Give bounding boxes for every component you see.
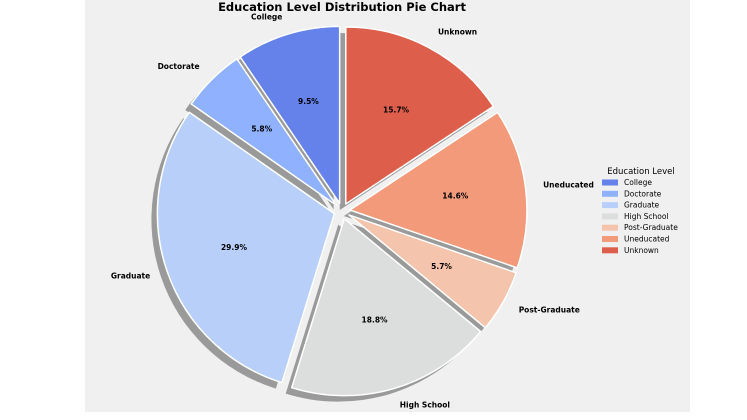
- slice-percent-college: 9.5%: [298, 97, 319, 106]
- legend-label-high-school: High School: [624, 212, 669, 221]
- slice-label-unknown: Unknown: [438, 27, 477, 36]
- legend-swatch-graduate: [602, 202, 618, 209]
- pie-slice-doctorate: [190, 58, 338, 207]
- slice-label-graduate: Graduate: [111, 272, 150, 281]
- slice-label-uneducated: Uneducated: [543, 181, 594, 190]
- legend-label-unknown: Unknown: [624, 246, 659, 255]
- slice-labels: College 9.5% Doctorate 5.8% Graduate 29.9% Hig…: [111, 12, 594, 409]
- legend: Education Level College Doctorate Graduate…: [602, 167, 678, 255]
- legend-label-college: College: [624, 178, 652, 187]
- slice-label-doctorate: Doctorate: [158, 62, 200, 71]
- pie-slice-college: [239, 25, 341, 205]
- pie-slice-high-school: [290, 217, 482, 397]
- pie-slice-uneducated: [349, 111, 528, 269]
- legend-title: Education Level: [607, 167, 674, 177]
- slice-percent-high-school: 18.8%: [362, 315, 389, 324]
- slice-percent-uneducated: 14.6%: [442, 192, 469, 201]
- slice-percent-unknown: 15.7%: [383, 105, 410, 114]
- pie-slice-graduate: [156, 111, 336, 384]
- legend-swatch-uneducated: [602, 236, 618, 242]
- chart-title: Education Level Distribution Pie Chart: [218, 0, 466, 14]
- slice-percent-post-graduate: 5.7%: [431, 262, 452, 271]
- legend-swatch-high-school: [602, 213, 618, 220]
- legend-label-graduate: Graduate: [624, 201, 660, 210]
- legend-swatch-doctorate: [602, 190, 618, 197]
- legend-items: College Doctorate Graduate High School Post-…: [602, 178, 678, 255]
- legend-swatch-unknown: [602, 247, 618, 254]
- slice-label-post-graduate: Post-Graduate: [519, 305, 580, 314]
- slice-label-college: College: [251, 12, 282, 21]
- slice-percent-doctorate: 5.8%: [251, 125, 272, 134]
- legend-label-doctorate: Doctorate: [624, 189, 662, 198]
- pie-slice-unknown: [345, 26, 495, 205]
- slices: [156, 25, 528, 397]
- legend-swatch-college: [602, 179, 618, 186]
- pie-slice-post-graduate: [348, 214, 517, 329]
- legend-label-post-graduate: Post-Graduate: [624, 223, 678, 232]
- slice-percent-graduate: 29.9%: [221, 243, 248, 252]
- legend-label-uneducated: Uneducated: [624, 235, 670, 244]
- legend-swatch-post-graduate: [602, 224, 618, 231]
- slice-label-high-school: High School: [400, 400, 450, 409]
